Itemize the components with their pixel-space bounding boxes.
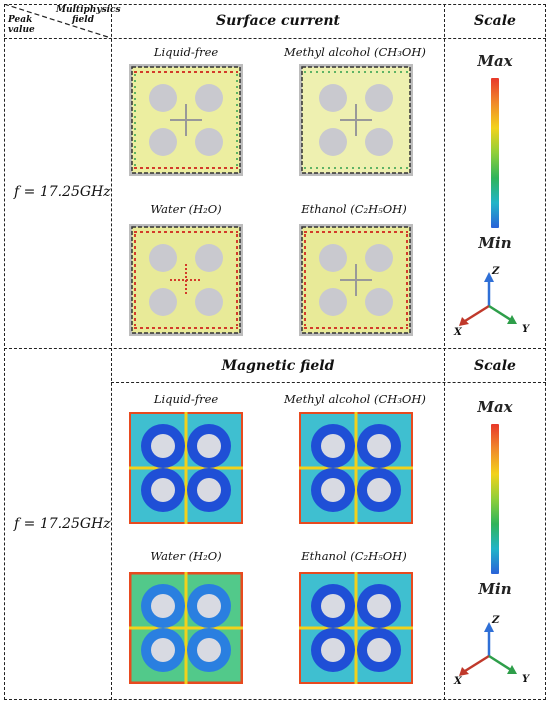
magnetic-field-liquid-free-image [129, 412, 243, 524]
corner-bottom-label: Peak value [8, 15, 35, 35]
caption-magnetic-water: Water (H₂O) [150, 549, 222, 563]
surface-current-water-image [129, 224, 243, 336]
border-top [4, 4, 546, 5]
border-bottom [4, 699, 546, 700]
axis-y-label-top: Y [522, 324, 530, 335]
scale-title-top: Scale [474, 13, 516, 29]
divider-middle [4, 348, 546, 349]
caption-surface-ethanol: Ethanol (C₂H₅OH) [301, 202, 407, 216]
scale-title-bottom: Scale [474, 358, 516, 374]
border-right [545, 4, 546, 700]
border-left [4, 4, 5, 700]
axis-z-label-top: Z [492, 266, 500, 277]
magnetic-field-title: Magnetic field [221, 358, 335, 374]
figure-table: Multiphysics field Peak value Surface cu… [4, 4, 546, 700]
surface-current-title: Surface current [215, 13, 341, 29]
surface-current-liquid-free-image [129, 64, 243, 176]
divider-header [4, 38, 546, 39]
caption-surface-water: Water (H₂O) [150, 202, 222, 216]
axis-x-label-bottom: X [454, 676, 462, 687]
scale-max-label-top: Max [477, 52, 513, 70]
magnetic-field-water-image [129, 572, 243, 684]
scale-min-label-bottom: Min [478, 580, 512, 598]
axis-triad-icon-bottom [459, 622, 517, 676]
axis-triad-icon-top [459, 272, 517, 326]
magnetic-field-methyl-image [299, 412, 413, 524]
axis-x-label-top: X [454, 327, 462, 338]
frequency-label-magnetic: f = 17.25GHz [14, 516, 111, 532]
colorbar-top [491, 78, 499, 228]
divider-first-column [111, 4, 112, 700]
caption-surface-methyl: Methyl alcohol (CH₃OH) [284, 45, 426, 59]
surface-current-methyl-image [299, 64, 413, 176]
frequency-label-surface: f = 17.25GHz [14, 184, 111, 200]
corner-diagonal [4, 4, 112, 39]
caption-magnetic-ethanol: Ethanol (C₂H₅OH) [301, 549, 407, 563]
axis-z-label-bottom: Z [492, 615, 500, 626]
colorbar-bottom [491, 424, 499, 574]
axis-y-label-bottom: Y [522, 674, 530, 685]
surface-current-ethanol-image [299, 224, 413, 336]
caption-magnetic-liquid-free: Liquid-free [153, 392, 219, 406]
divider-scale-column [444, 4, 445, 700]
corner-top-label: Multiphysics field [56, 5, 121, 25]
caption-magnetic-methyl: Methyl alcohol (CH₃OH) [284, 392, 426, 406]
scale-max-label-bottom: Max [477, 398, 513, 416]
divider-subheader [111, 382, 546, 383]
magnetic-field-ethanol-image [299, 572, 413, 684]
caption-surface-liquid-free: Liquid-free [153, 45, 219, 59]
scale-min-label-top: Min [478, 234, 512, 252]
